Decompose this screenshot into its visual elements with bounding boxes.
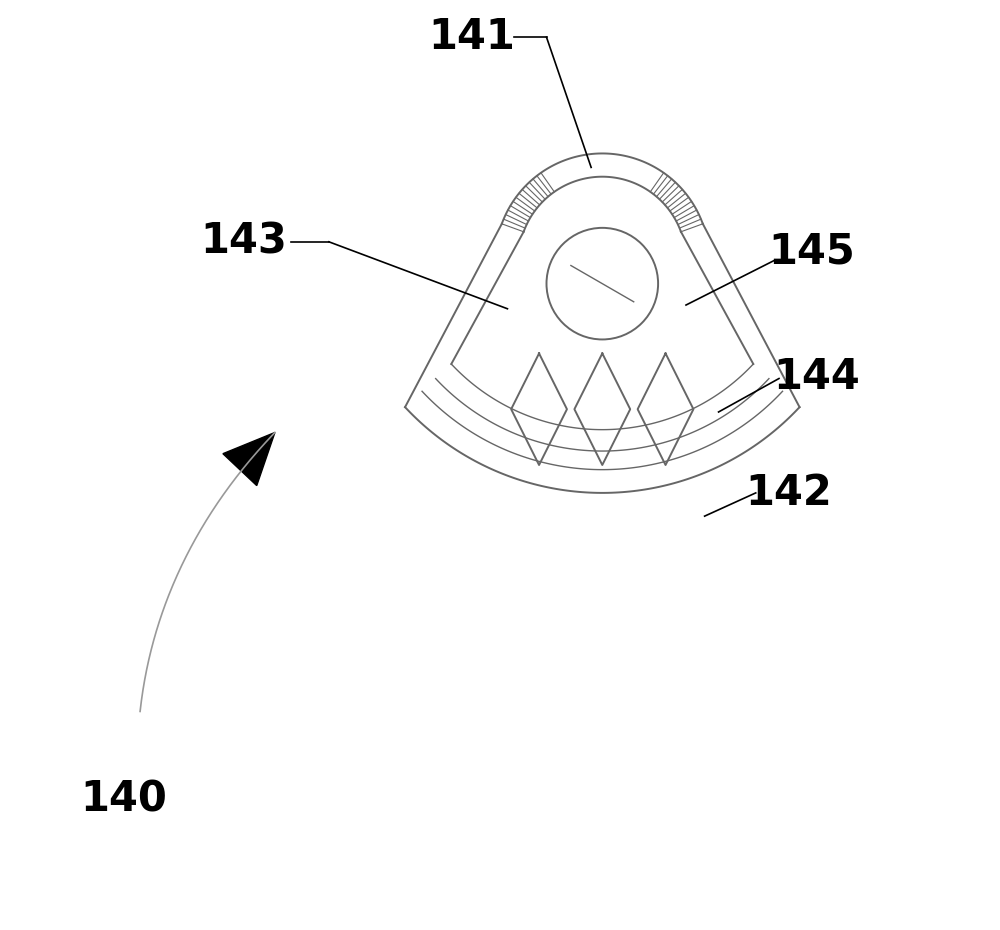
- Polygon shape: [223, 432, 275, 485]
- Text: 140: 140: [80, 778, 167, 821]
- Text: 144: 144: [773, 355, 860, 398]
- Text: 145: 145: [768, 230, 855, 272]
- Text: 143: 143: [201, 220, 288, 263]
- Text: 141: 141: [429, 16, 516, 59]
- Text: 142: 142: [745, 472, 832, 514]
